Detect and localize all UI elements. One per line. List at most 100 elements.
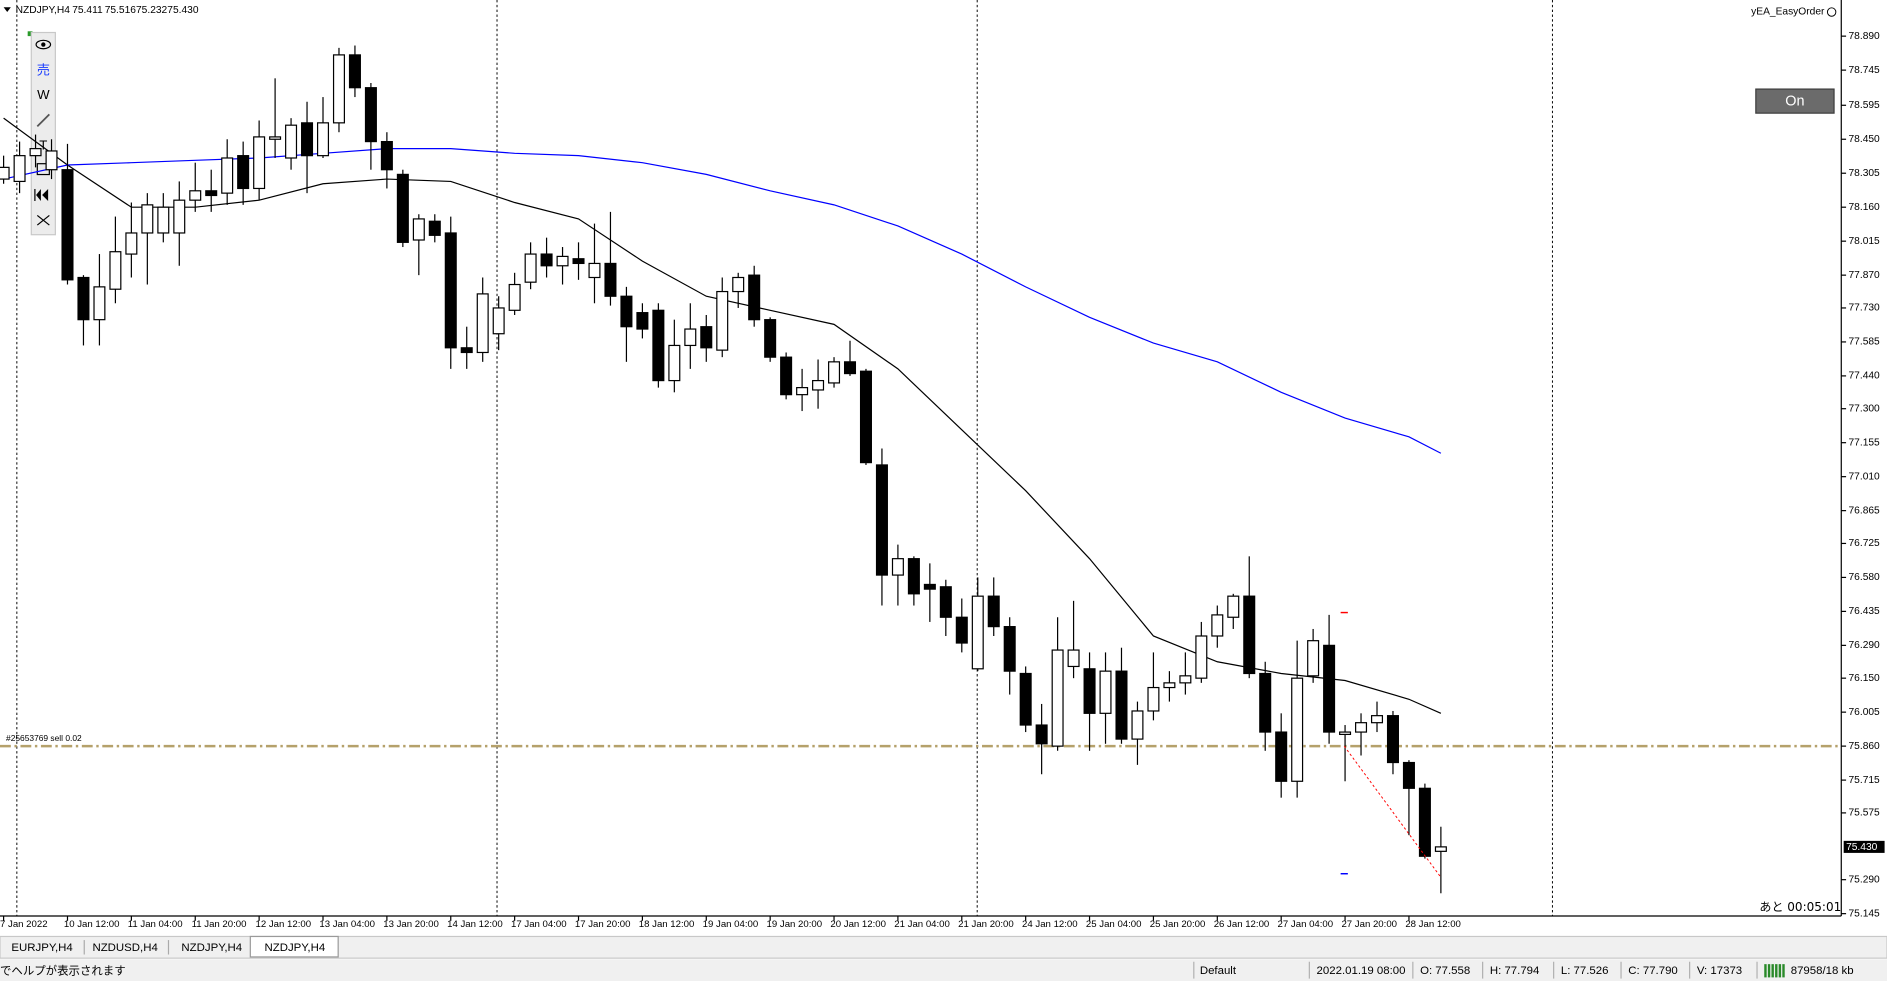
on-button-label[interactable]: On [1785, 94, 1804, 110]
candle-body [1051, 649, 1064, 747]
candle-body [780, 356, 793, 396]
tab[interactable]: NZDJPY,H4 [181, 942, 242, 954]
candle-body [269, 136, 282, 140]
candle-body [1275, 731, 1288, 782]
bar-countdown: あと 00:05:01 [1759, 900, 1841, 914]
candle-body [1323, 644, 1336, 733]
tab[interactable]: NZDUSD,H4 [92, 942, 158, 954]
y-tick-label: 77.585 [1848, 337, 1880, 348]
candle-body [205, 190, 218, 197]
indicator-icon [1826, 7, 1837, 17]
candle-body [524, 253, 537, 283]
y-tick-label: 77.300 [1848, 403, 1880, 414]
tab-bar [0, 935, 1887, 959]
candle-body [508, 283, 521, 311]
order-label: #25653769 sell 0.02 [6, 733, 82, 743]
candle-body [668, 344, 681, 382]
y-tick-label: 76.005 [1848, 707, 1880, 718]
candle-body [1131, 710, 1144, 740]
candle-body [77, 276, 90, 321]
active-tab[interactable] [249, 935, 339, 958]
tool-rewind-2 [42, 188, 49, 202]
y-tick-label: 78.160 [1848, 202, 1880, 213]
candle-body [1115, 670, 1128, 740]
candle-body [1211, 614, 1224, 637]
candle-body [748, 274, 761, 321]
candle-body [1355, 722, 1368, 733]
candle-body [1339, 731, 1352, 736]
candle-body [891, 558, 904, 576]
candle-body [764, 319, 777, 358]
candle-body [971, 595, 984, 670]
candle-body [476, 293, 489, 354]
candle-body [1195, 635, 1208, 679]
x-tick-label: 7 Jan 2022 [0, 919, 48, 930]
candle-body [412, 218, 425, 241]
candle-body [29, 148, 42, 157]
y-tick-label: 76.865 [1848, 505, 1880, 516]
indicator-name: yEA_EasyOrder [1751, 7, 1825, 18]
on-button[interactable] [1755, 88, 1835, 114]
y-tick-label: 75.290 [1848, 874, 1880, 885]
candle-body [1291, 677, 1304, 782]
x-tick-label: 26 Jan 12:00 [1214, 919, 1270, 930]
candle-body [141, 204, 154, 234]
x-tick-label: 14 Jan 12:00 [447, 919, 503, 930]
candle-body [428, 220, 441, 236]
candle-body [939, 586, 952, 618]
candle-body [1003, 626, 1016, 672]
plot-area: #25653769 sell 0.02 [0, 0, 1842, 917]
x-tick-label: 24 Jan 12:00 [1022, 919, 1078, 930]
y-tick-label: 75.715 [1848, 775, 1880, 786]
candle-body [540, 253, 553, 267]
candle-body [955, 616, 968, 644]
chart-background [0, 0, 1887, 936]
x-tick-label: 28 Jan 12:00 [1405, 919, 1461, 930]
candle-body [1179, 675, 1192, 684]
candle-body [1418, 787, 1431, 857]
tool-rewind[interactable] [36, 188, 41, 202]
connection-icon [1764, 964, 1785, 978]
candle-body [1083, 668, 1096, 714]
candle-body [907, 558, 920, 595]
candle-body [189, 190, 202, 201]
candle-body [109, 251, 122, 290]
status-high: H: 77.794 [1490, 965, 1540, 977]
candle-body [1370, 715, 1384, 724]
y-tick-label: 76.150 [1848, 673, 1880, 684]
candle-body [588, 262, 601, 279]
tool-pen[interactable] [36, 113, 50, 128]
tool-cut-2 [36, 214, 50, 226]
candle-body [396, 173, 409, 243]
symbol-menu-arrow[interactable] [3, 7, 11, 13]
x-tick-label: 17 Jan 04:00 [511, 919, 567, 930]
candle-body [684, 328, 697, 347]
candle-body [796, 387, 809, 396]
candle-body [0, 166, 10, 180]
tool-eye[interactable] [35, 39, 52, 50]
candle-body [987, 595, 1000, 628]
x-tick-label: 11 Jan 04:00 [128, 919, 183, 930]
x-tick-label: 27 Jan 04:00 [1278, 919, 1334, 930]
x-tick-label: 25 Jan 04:00 [1086, 919, 1142, 930]
x-tick-label: 17 Jan 20:00 [575, 919, 631, 930]
tool-eye-pupil [41, 42, 46, 47]
status-separators [1193, 961, 1758, 979]
y-tick-label: 78.305 [1848, 168, 1880, 179]
candle-body [1019, 672, 1032, 726]
tool-w[interactable]: W [37, 87, 50, 102]
candle-body [348, 54, 361, 89]
status-close: C: 77.790 [1628, 965, 1678, 977]
candle-body [93, 286, 106, 321]
tool-sell[interactable]: 売 [37, 62, 50, 78]
y-tick-label: 78.595 [1848, 100, 1880, 111]
x-tick-label: 21 Jan 04:00 [894, 919, 950, 930]
tab[interactable]: EURJPY,H4 [11, 942, 73, 954]
toolbar-grip [27, 31, 33, 37]
tool-text[interactable]: T [39, 138, 47, 153]
candle-body [1243, 595, 1256, 675]
candle-body [316, 122, 330, 157]
status-bar [0, 959, 1887, 981]
tab[interactable]: NZDJPY,H4 [264, 942, 325, 954]
